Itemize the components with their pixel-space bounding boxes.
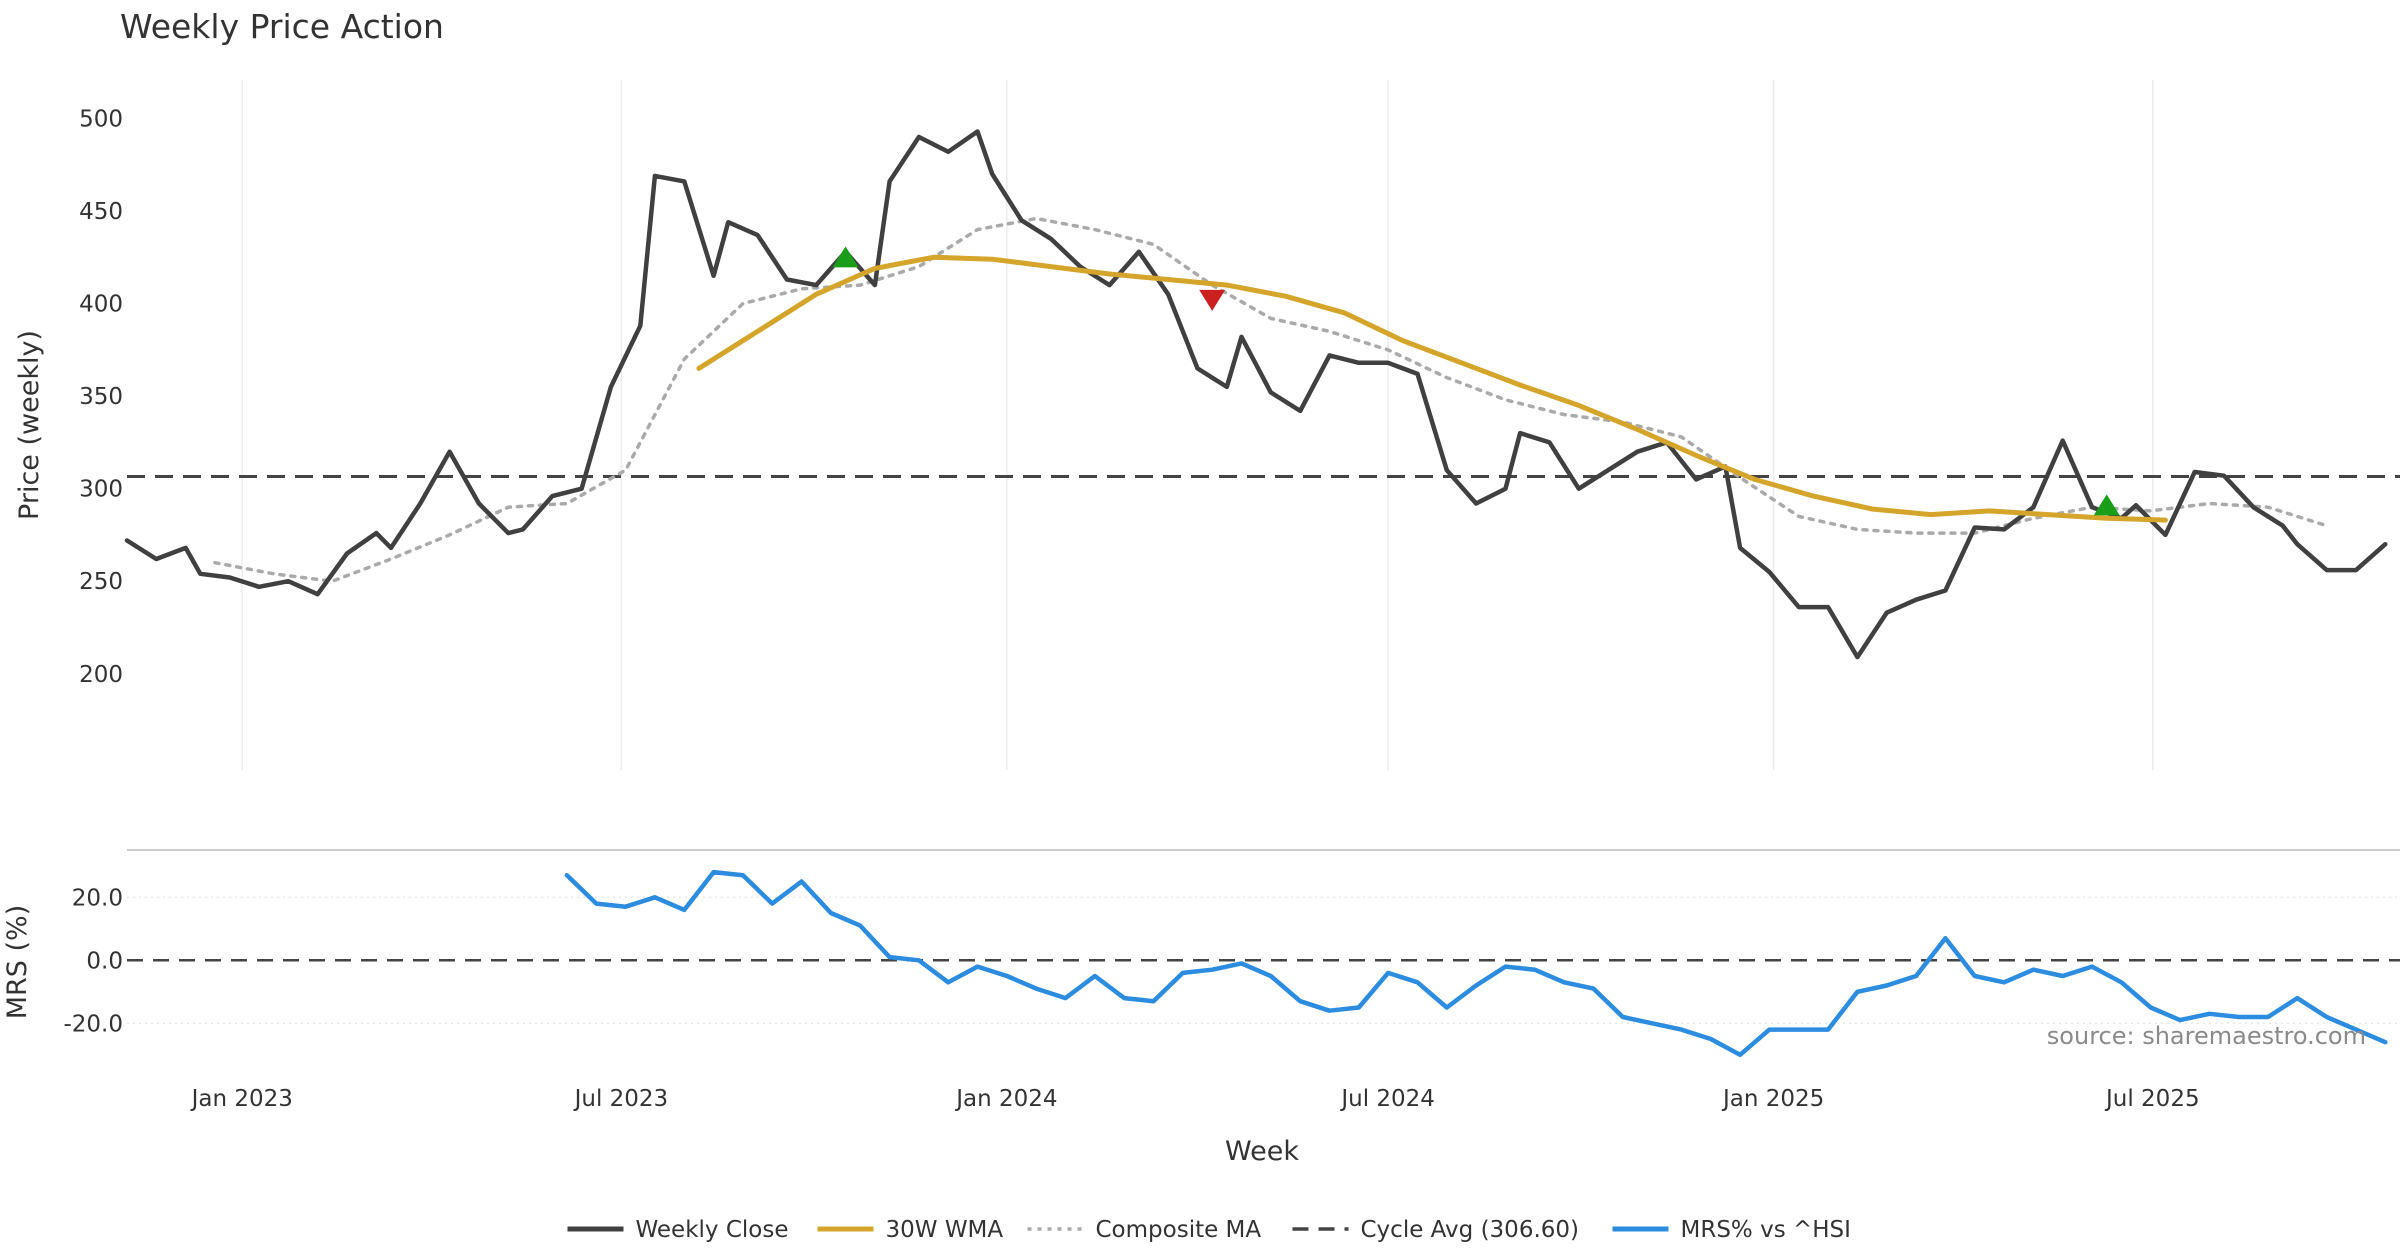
legend-item: 30W WMA [817,1217,1004,1243]
legend-label: 30W WMA [886,1217,1004,1243]
price-tick-label: 200 [79,662,123,688]
x-tick-label: Jan 2025 [1721,1086,1824,1112]
price-tick-label: 400 [79,292,123,318]
legend-label: Cycle Avg (306.60) [1361,1217,1580,1243]
x-tick-label: Jul 2025 [2104,1086,2200,1112]
x-tick-label: Jul 2024 [1339,1086,1435,1112]
legend-label: MRS% vs ^HSI [1681,1217,1851,1243]
x-tick-label: Jul 2023 [573,1086,669,1112]
price-panel: 200 250 300 350 400 450 500 [79,107,2400,688]
legend-label: Composite MA [1096,1217,1262,1243]
x-axis-title: Week [1225,1136,1299,1167]
wma-30w-line [696,254,2168,523]
legend-item: MRS% vs ^HSI [1612,1217,1851,1243]
x-tick-label: Jan 2024 [954,1086,1057,1112]
mrs-line [564,869,2388,1058]
mrs-tick-label: 0.0 [86,948,123,974]
x-axis: Jan 2023 Jul 2023 Jan 2024 Jul 2024 Jan 2025… [190,1086,2200,1112]
price-tick-label: 450 [79,199,123,225]
price-tick-label: 350 [79,384,123,410]
composite-ma-line [213,216,2329,583]
x-tick-label: Jan 2023 [190,1086,293,1112]
legend-item: Composite MA [1027,1217,1262,1243]
legend-item: Cycle Avg (306.60) [1292,1217,1580,1243]
buy-signal-marker [2093,494,2120,516]
mrs-tick-label: 20.0 [72,885,123,911]
price-tick-label: 500 [79,107,123,133]
legend: Weekly Close 30W WMA Composite MA Cycle Avg… [567,1217,1851,1243]
mrs-axis-title: MRS (%) [2,905,33,1020]
legend-item: Weekly Close [567,1217,789,1243]
gridlines [241,80,2154,770]
sell-signal-marker [1199,289,1226,311]
source-label: source: sharemaestro.com [2047,1022,2366,1050]
buy-signal-marker [832,246,859,268]
price-axis-title: Price (weekly) [14,330,45,520]
weekly-close-line [124,129,2388,660]
mrs-tick-label: -20.0 [63,1011,123,1037]
price-tick-label: 300 [79,477,123,503]
price-tick-label: 250 [79,569,123,595]
chart-title: Weekly Price Action [120,7,444,46]
mrs-panel: 20.0 0.0 -20.0 [63,849,2400,1058]
legend-label: Weekly Close [636,1217,789,1243]
